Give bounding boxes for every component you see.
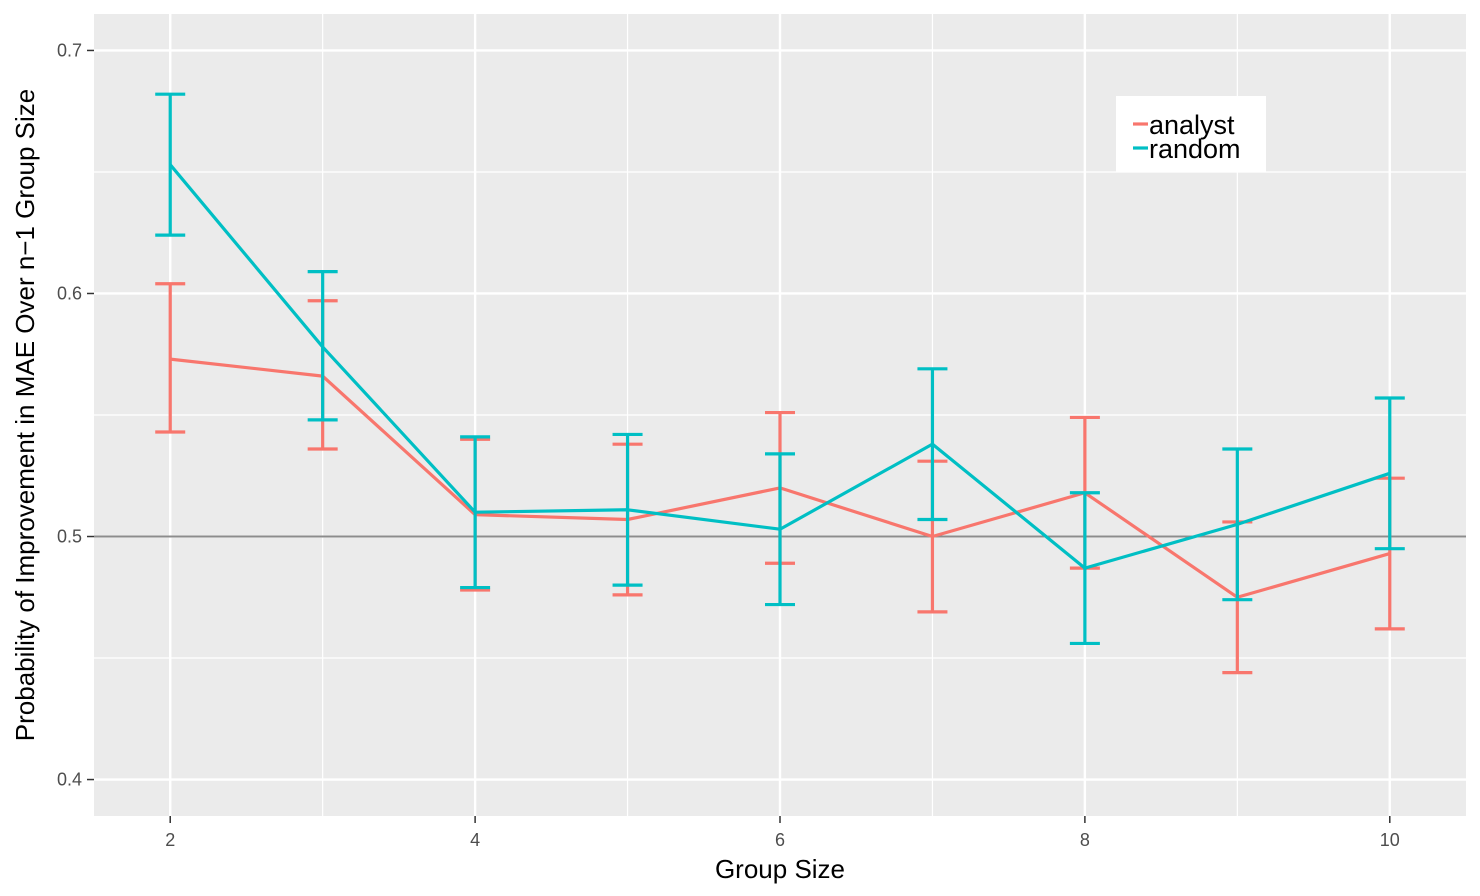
y-tick-label: 0.5	[57, 527, 82, 547]
y-tick-label: 0.6	[57, 283, 82, 303]
y-tick-label: 0.7	[57, 40, 82, 60]
axis-ticks	[87, 49, 1391, 823]
y-tick-label: 0.4	[57, 770, 82, 790]
x-tick-labels: 2 4 6 8 10	[165, 830, 1400, 850]
x-tick-label: 4	[470, 830, 480, 850]
x-tick-label: 6	[775, 830, 785, 850]
legend-box	[1116, 96, 1266, 172]
legend-label-analyst: analyst	[1149, 110, 1235, 140]
series-line-random	[168, 163, 1391, 570]
y-axis-title: Probability of Improvement in MAE Over n…	[10, 89, 40, 741]
x-axis-title: Group Size	[715, 854, 845, 884]
series-layer	[155, 92, 1405, 675]
legend-label-random: random	[1149, 134, 1241, 164]
x-tick-label: 8	[1080, 830, 1090, 850]
x-tick-label: 2	[165, 830, 175, 850]
series-random	[155, 92, 1405, 646]
x-tick-label: 10	[1380, 830, 1400, 850]
y-tick-labels: 0.4 0.5 0.6 0.7	[57, 40, 82, 789]
